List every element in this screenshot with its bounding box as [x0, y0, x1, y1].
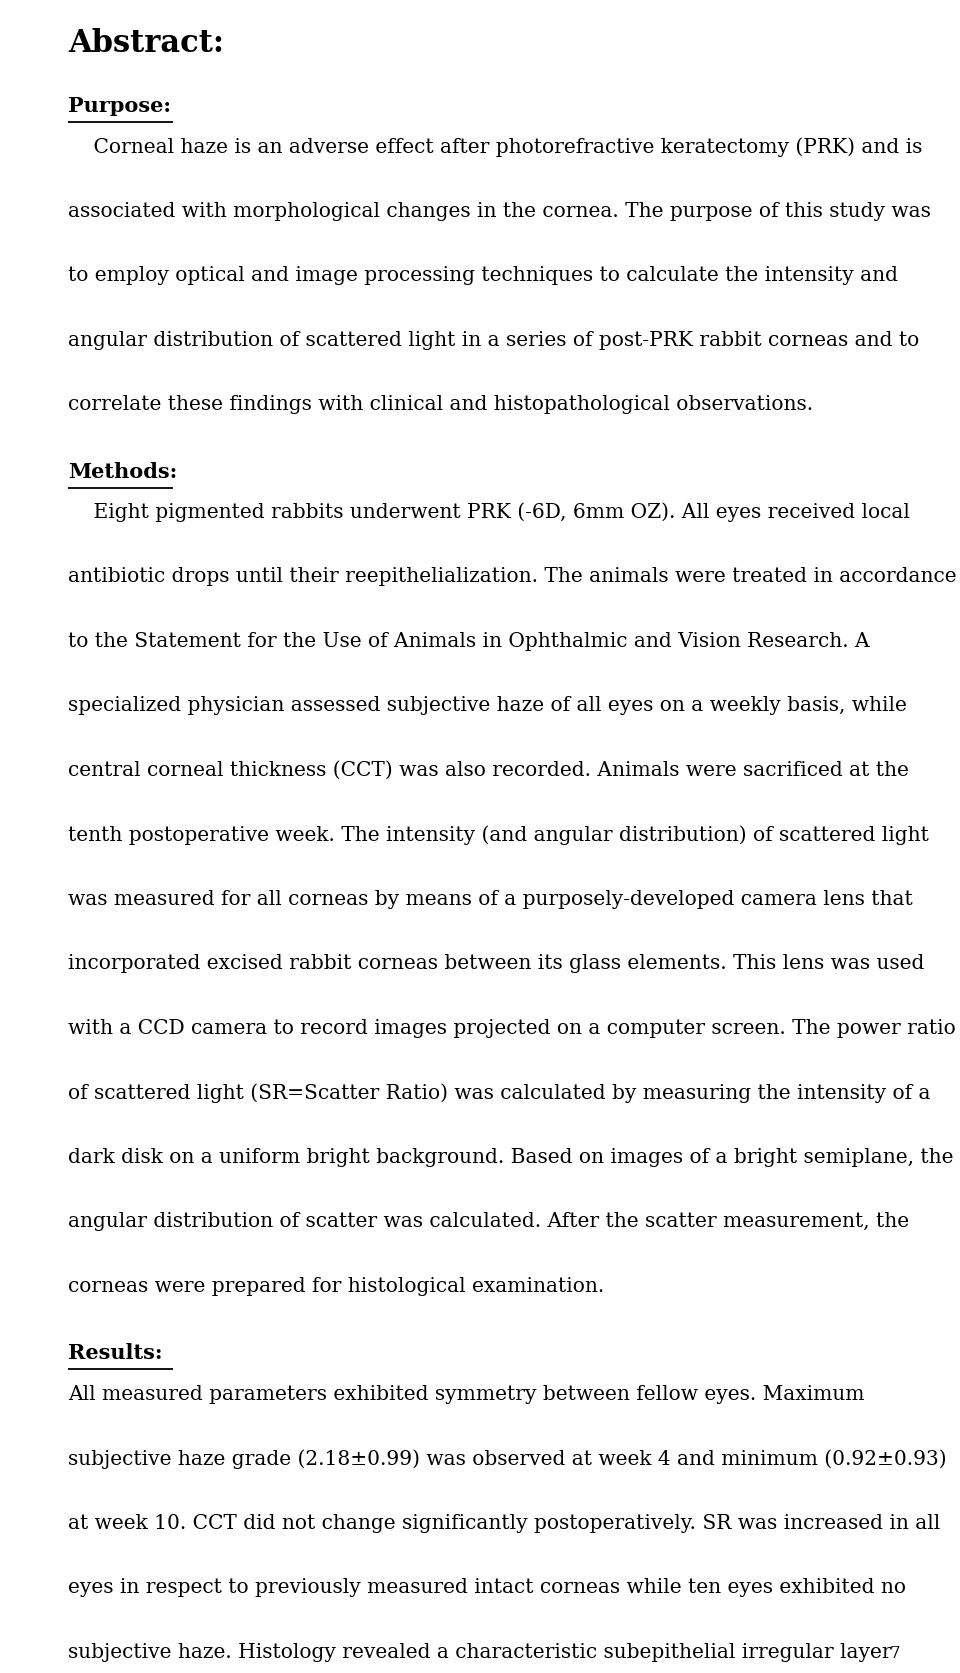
Text: with a CCD camera to record images projected on a computer screen. The power rat: with a CCD camera to record images proje…	[68, 1019, 956, 1037]
Text: correlate these findings with clinical and histopathological observations.: correlate these findings with clinical a…	[68, 395, 813, 413]
Text: Eight pigmented rabbits underwent PRK (-6D, 6mm OZ). All eyes received local: Eight pigmented rabbits underwent PRK (-…	[68, 504, 910, 522]
Text: to employ optical and image processing techniques to calculate the intensity and: to employ optical and image processing t…	[68, 266, 898, 284]
Text: Corneal haze is an adverse effect after photorefractive keratectomy (PRK) and is: Corneal haze is an adverse effect after …	[68, 137, 923, 157]
Text: incorporated excised rabbit corneas between its glass elements. This lens was us: incorporated excised rabbit corneas betw…	[68, 954, 924, 974]
Text: angular distribution of scattered light in a series of post-PRK rabbit corneas a: angular distribution of scattered light …	[68, 331, 920, 350]
Text: corneas were prepared for histological examination.: corneas were prepared for histological e…	[68, 1276, 604, 1297]
Text: tenth postoperative week. The intensity (and angular distribution) of scattered : tenth postoperative week. The intensity …	[68, 825, 929, 845]
Text: Abstract:: Abstract:	[68, 28, 224, 59]
Text: dark disk on a uniform bright background. Based on images of a bright semiplane,: dark disk on a uniform bright background…	[68, 1148, 953, 1166]
Text: antibiotic drops until their reepithelialization. The animals were treated in ac: antibiotic drops until their reepithelia…	[68, 567, 956, 586]
Text: to the Statement for the Use of Animals in Ophthalmic and Vision Research. A: to the Statement for the Use of Animals …	[68, 632, 870, 651]
Text: at week 10. CCT did not change significantly postoperatively. SR was increased i: at week 10. CCT did not change significa…	[68, 1514, 940, 1532]
Text: subjective haze. Histology revealed a characteristic subepithelial irregular lay: subjective haze. Histology revealed a ch…	[68, 1643, 892, 1661]
Text: associated with morphological changes in the cornea. The purpose of this study w: associated with morphological changes in…	[68, 201, 931, 221]
Text: All measured parameters exhibited symmetry between fellow eyes. Maximum: All measured parameters exhibited symmet…	[68, 1385, 865, 1404]
Text: of scattered light (SR=Scatter Ratio) was calculated by measuring the intensity : of scattered light (SR=Scatter Ratio) wa…	[68, 1084, 930, 1103]
Text: Methods:: Methods:	[68, 462, 178, 482]
Text: 7: 7	[889, 1645, 900, 1661]
Text: subjective haze grade (2.18±0.99) was observed at week 4 and minimum (0.92±0.93): subjective haze grade (2.18±0.99) was ob…	[68, 1449, 947, 1469]
Text: central corneal thickness (CCT) was also recorded. Animals were sacrificed at th: central corneal thickness (CCT) was also…	[68, 761, 909, 780]
Text: angular distribution of scatter was calculated. After the scatter measurement, t: angular distribution of scatter was calc…	[68, 1213, 909, 1231]
Text: specialized physician assessed subjective haze of all eyes on a weekly basis, wh: specialized physician assessed subjectiv…	[68, 696, 907, 716]
Text: eyes in respect to previously measured intact corneas while ten eyes exhibited n: eyes in respect to previously measured i…	[68, 1578, 906, 1598]
Text: was measured for all corneas by means of a purposely-developed camera lens that: was measured for all corneas by means of…	[68, 890, 913, 908]
Text: Purpose:: Purpose:	[68, 95, 171, 115]
Text: Results:: Results:	[68, 1343, 162, 1363]
